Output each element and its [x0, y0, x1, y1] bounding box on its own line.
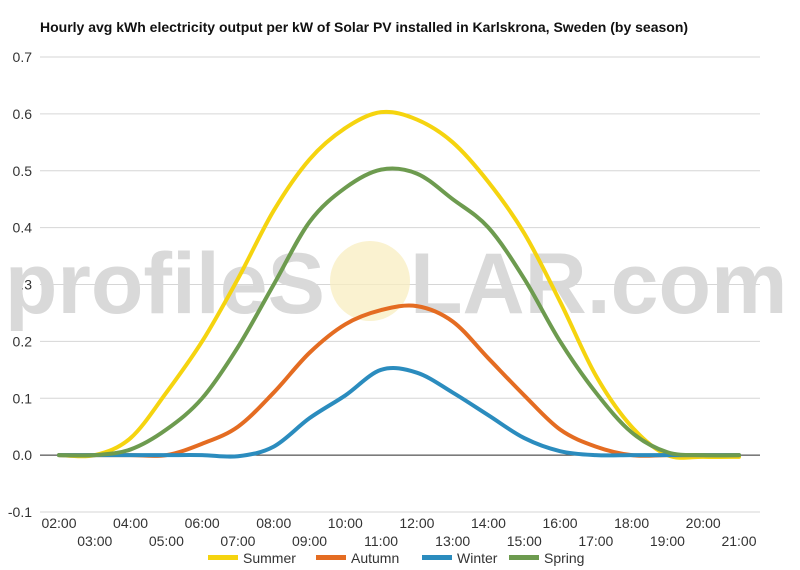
x-tick-label: 12:00 — [399, 515, 434, 531]
y-tick-label: -0.1 — [8, 504, 32, 520]
legend-swatch-summer — [208, 555, 238, 560]
watermark: profileS LAR.com — [5, 236, 788, 332]
y-tick-label: 0.1 — [13, 390, 33, 406]
legend-swatch-spring — [509, 555, 539, 560]
watermark-text-left: profileS — [5, 236, 325, 332]
x-tick-label: 06:00 — [185, 515, 220, 531]
x-tick-label: 20:00 — [686, 515, 721, 531]
watermark-sun-icon — [330, 241, 410, 321]
x-tick-label: 18:00 — [614, 515, 649, 531]
x-tick-label: 02:00 — [41, 515, 76, 531]
y-tick-label: 0.4 — [13, 220, 33, 236]
series-line-spring — [57, 166, 741, 458]
x-tick-label: 13:00 — [435, 533, 470, 549]
x-tick-label: 10:00 — [328, 515, 363, 531]
legend-label-spring: Spring — [544, 550, 584, 566]
x-tick-label: 14:00 — [471, 515, 506, 531]
x-tick-label: 04:00 — [113, 515, 148, 531]
x-tick-label: 08:00 — [256, 515, 291, 531]
legend-swatch-autumn — [316, 555, 346, 560]
watermark-text-right: LAR.com — [410, 236, 787, 332]
x-tick-label: 03:00 — [77, 533, 112, 549]
series-lines — [57, 109, 741, 460]
legend-label-winter: Winter — [457, 550, 498, 566]
x-tick-label: 15:00 — [507, 533, 542, 549]
legend-label-autumn: Autumn — [351, 550, 399, 566]
x-tick-label: 16:00 — [543, 515, 578, 531]
x-tick-label: 05:00 — [149, 533, 184, 549]
y-tick-label: 0.2 — [13, 333, 33, 349]
y-tick-label: 0.3 — [13, 277, 33, 293]
y-tick-label: 0.0 — [13, 447, 33, 463]
y-tick-label: 0.6 — [13, 106, 33, 122]
series-line-summer — [57, 109, 741, 460]
legend-swatch-winter — [422, 555, 452, 560]
x-tick-label: 11:00 — [364, 533, 398, 549]
y-tick-label: 0.7 — [13, 49, 33, 65]
chart-title: Hourly avg kWh electricity output per kW… — [40, 19, 689, 35]
y-axis-labels: -0.1 0.0 0.1 0.2 0.3 0.4 0.5 0.6 0.7 — [8, 49, 32, 520]
x-tick-label: 21:00 — [721, 533, 756, 549]
legend-label-summer: Summer — [243, 550, 296, 566]
series-line-winter — [57, 366, 741, 459]
x-tick-label: 19:00 — [650, 533, 685, 549]
y-tick-label: 0.5 — [13, 163, 33, 179]
x-tick-label: 17:00 — [578, 533, 613, 549]
x-tick-label: 07:00 — [220, 533, 255, 549]
x-tick-label: 09:00 — [292, 533, 327, 549]
x-axis-labels: 02:00 04:00 06:00 08:00 10:00 12:00 14:00 16:00… — [41, 515, 756, 549]
legend: Summer Autumn Winter Spring — [208, 550, 584, 566]
